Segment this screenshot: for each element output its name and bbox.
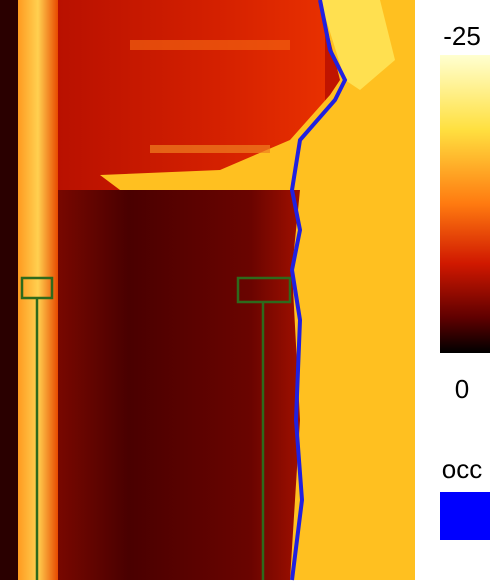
legend-label: occ xyxy=(442,454,482,484)
colorbar xyxy=(440,55,490,353)
occ-swatch xyxy=(440,492,490,540)
colorbar-max-label: -25 xyxy=(443,21,481,51)
disparity-map xyxy=(0,0,415,581)
colorbar-min-label: 0 xyxy=(455,374,469,404)
